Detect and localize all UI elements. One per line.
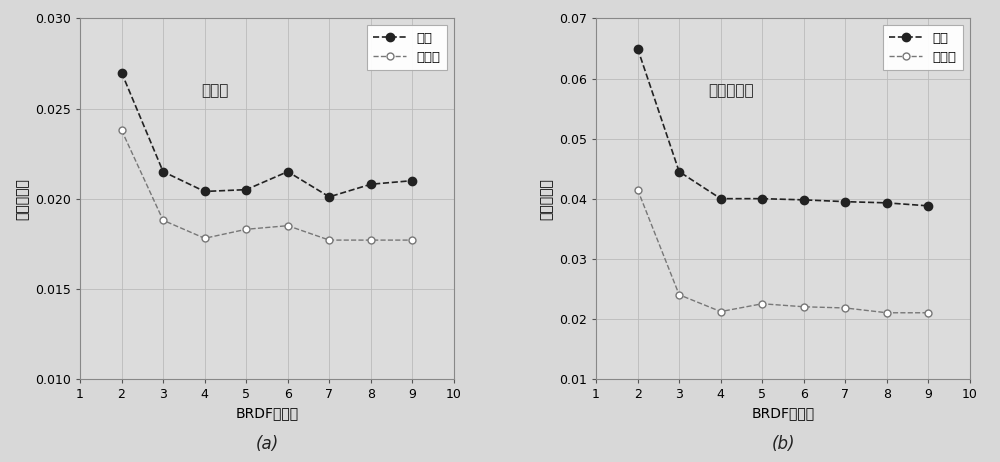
标准差 (323, 237, 335, 243)
标准差 (756, 301, 768, 307)
Text: (b): (b) (771, 435, 795, 453)
Text: 红波段: 红波段 (201, 83, 228, 98)
X-axis label: BRDF原型数: BRDF原型数 (751, 407, 815, 420)
标准差 (839, 305, 851, 311)
Line: 标准差: 标准差 (118, 127, 416, 243)
均値 (116, 70, 128, 75)
均値 (323, 194, 335, 200)
均値 (673, 169, 685, 175)
标准差 (881, 310, 893, 316)
标准差 (632, 187, 644, 193)
标准差 (282, 223, 294, 229)
均値 (922, 203, 934, 209)
Line: 标准差: 标准差 (634, 186, 932, 316)
均値 (756, 196, 768, 201)
Line: 均値: 均値 (117, 68, 417, 201)
标准差 (673, 292, 685, 298)
标准差 (116, 128, 128, 133)
均値 (406, 178, 418, 183)
均値 (157, 169, 169, 175)
均値 (839, 199, 851, 205)
标准差 (922, 310, 934, 316)
标准差 (365, 237, 377, 243)
均値 (798, 197, 810, 203)
均値 (632, 46, 644, 51)
标准差 (715, 309, 727, 314)
标准差 (406, 237, 418, 243)
均値 (240, 187, 252, 192)
均値 (199, 188, 211, 194)
均値 (282, 169, 294, 175)
Legend: 均値, 标准差: 均値, 标准差 (367, 25, 447, 70)
均値 (881, 200, 893, 206)
均値 (365, 182, 377, 187)
Y-axis label: 均方根误差: 均方根误差 (539, 178, 553, 219)
Text: (a): (a) (255, 435, 279, 453)
Line: 均値: 均値 (633, 44, 933, 210)
标准差 (199, 236, 211, 241)
标准差 (798, 304, 810, 310)
Legend: 均値, 标准差: 均値, 标准差 (883, 25, 963, 70)
Y-axis label: 均方根误差: 均方根误差 (16, 178, 30, 219)
标准差 (157, 218, 169, 223)
标准差 (240, 226, 252, 232)
X-axis label: BRDF原型数: BRDF原型数 (235, 407, 299, 420)
均値 (715, 196, 727, 201)
Text: 近红外波段: 近红外波段 (708, 83, 753, 98)
